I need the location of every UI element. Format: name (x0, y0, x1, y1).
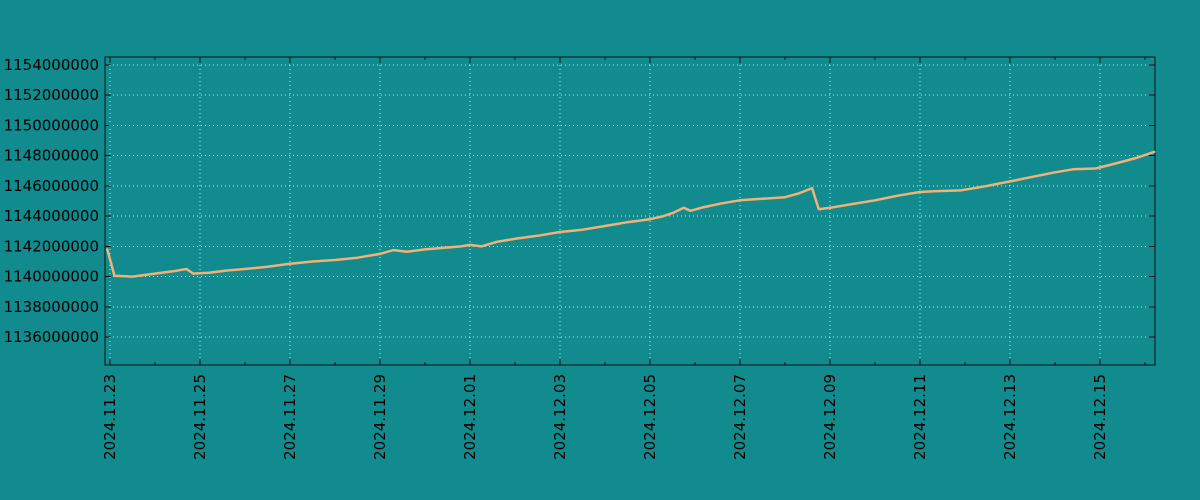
x-tick-label: 2024.11.29 (371, 374, 389, 460)
x-tick-label: 2024.12.13 (1001, 374, 1019, 460)
y-tick-label: 1136000000 (4, 328, 99, 346)
statuses-data-line (106, 150, 1156, 278)
x-tick-label: 2024.12.03 (551, 374, 569, 460)
y-tick-label: 1152000000 (4, 86, 99, 104)
x-tick-label: 2024.12.09 (821, 374, 839, 460)
x-tick-label: 2024.11.27 (281, 374, 299, 460)
y-tick-label: 1142000000 (4, 237, 99, 255)
y-tick-label: 1138000000 (4, 298, 99, 316)
y-tick-label: 1154000000 (4, 56, 99, 74)
x-tick-label: 2024.12.01 (461, 374, 479, 460)
plot-border (104, 56, 1156, 366)
y-tick-label: 1150000000 (4, 116, 99, 134)
x-tick-label: 2024.12.15 (1091, 374, 1109, 460)
y-tick-label: 1140000000 (4, 268, 99, 286)
x-tick-label: 2024.12.05 (641, 374, 659, 460)
y-tick-label: 1146000000 (4, 177, 99, 195)
x-tick-label: 2024.12.07 (731, 374, 749, 460)
x-tick-label: 2024.11.23 (101, 374, 119, 460)
x-tick-label: 2024.12.11 (911, 374, 929, 460)
y-tick-label: 1148000000 (4, 147, 99, 165)
y-tick-label: 1144000000 (4, 207, 99, 225)
x-tick-label: 2024.11.25 (191, 374, 209, 460)
